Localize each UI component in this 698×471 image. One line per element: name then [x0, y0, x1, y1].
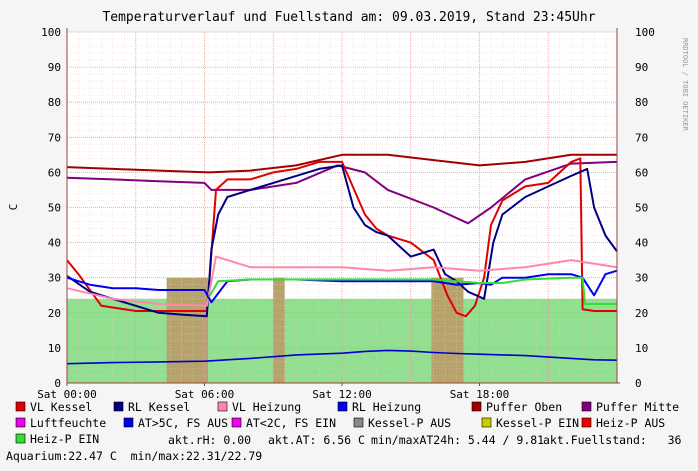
series-puffer-oben — [66, 153, 617, 174]
outside-temp-readout: akt.AT: 6.56 C — [268, 433, 365, 447]
y-tick-label-left: 0 — [54, 377, 61, 390]
legend-label: AT>5C, FS AUS — [138, 416, 228, 430]
series-rl-kessel — [66, 164, 618, 318]
legend-label: Puffer Oben — [486, 400, 562, 414]
band-2 — [273, 277, 285, 383]
y-tick-label-right: 100 — [635, 26, 655, 39]
y-tick-label-right: 20 — [635, 307, 648, 320]
y-tick-label-right: 30 — [635, 272, 648, 285]
watermark: RRDTOOL / TOBI OETIKER — [681, 38, 689, 132]
x-tick-label: Sat 06:00 — [175, 388, 235, 401]
band-1 — [166, 277, 208, 383]
y-tick-label-right: 80 — [635, 96, 648, 109]
legend-swatch — [581, 401, 592, 412]
y-tick-label-left: 10 — [48, 342, 61, 355]
legend-swatch — [471, 401, 482, 412]
legend-swatch — [15, 401, 26, 412]
legend-label: Heiz-P AUS — [596, 416, 665, 430]
legend-swatch — [15, 433, 26, 444]
y-tick-label-right: 10 — [635, 342, 648, 355]
legend-swatch — [353, 417, 364, 428]
legend-swatch — [123, 417, 134, 428]
legend-swatch — [581, 417, 592, 428]
y-tick-label-left: 90 — [48, 61, 61, 74]
y-tick-label-left: 80 — [48, 96, 61, 109]
legend-label: RL Heizung — [352, 400, 421, 414]
chart-title: Temperaturverlauf und Fuellstand am: 09.… — [102, 10, 595, 25]
legend-label: VL Kessel — [30, 400, 92, 414]
legend-label: Kessel-P EIN — [496, 416, 579, 430]
y-tick-label-left: 20 — [48, 307, 61, 320]
y-tick-label-right: 60 — [635, 166, 648, 179]
x-tick-label: Sat 00:00 — [37, 388, 97, 401]
legend-label: VL Heizung — [232, 400, 301, 414]
y-tick-label-right: 50 — [635, 202, 648, 215]
y-axis-label: C — [7, 204, 20, 211]
y-tick-label-right: 0 — [635, 377, 642, 390]
y-tick-label-left: 70 — [48, 131, 61, 144]
minmax-readout: min/maxAT24h: 5.44 / 9.81 — [371, 433, 545, 447]
series-akt-at — [66, 349, 618, 365]
legend-label: Heiz-P EIN — [30, 432, 99, 446]
y-tick-label-left: 50 — [48, 202, 61, 215]
x-tick-label: Sat 18:00 — [450, 388, 510, 401]
legend-swatch — [481, 417, 492, 428]
series-rl-heizung — [66, 269, 618, 304]
legend-label: RL Kessel — [128, 400, 190, 414]
series-puffer-mitte — [66, 160, 618, 225]
aquarium-readout: Aquarium:22.47 C min/max:22.31/22.79 — [6, 449, 263, 463]
fill-level-readout: akt.Fuellstand: 36 — [543, 433, 682, 447]
legend-swatch — [337, 401, 348, 412]
y-tick-label-left: 30 — [48, 272, 61, 285]
humidity-readout: akt.rH: 0.00 — [168, 433, 252, 447]
legend-label: Puffer Mitte — [596, 400, 679, 414]
y-tick-label-left: 100 — [41, 26, 61, 39]
series-heiz-p-ein — [208, 276, 617, 305]
y-tick-label-right: 70 — [635, 131, 648, 144]
x-tick-label: Sat 12:00 — [312, 388, 372, 401]
legend-swatch — [217, 401, 228, 412]
legend-swatch — [231, 417, 242, 428]
legend-swatch — [113, 401, 124, 412]
y-tick-label-right: 90 — [635, 61, 648, 74]
y-tick-label-right: 40 — [635, 237, 648, 250]
legend-swatch — [15, 417, 26, 428]
y-tick-label-left: 60 — [48, 166, 61, 179]
legend-label: AT<2C, FS EIN — [246, 416, 336, 430]
series-vl-heizung — [66, 255, 618, 307]
y-tick-label-left: 40 — [48, 237, 61, 250]
legend-label: Kessel-P AUS — [368, 416, 451, 430]
legend-label: Luftfeuchte — [30, 416, 106, 430]
